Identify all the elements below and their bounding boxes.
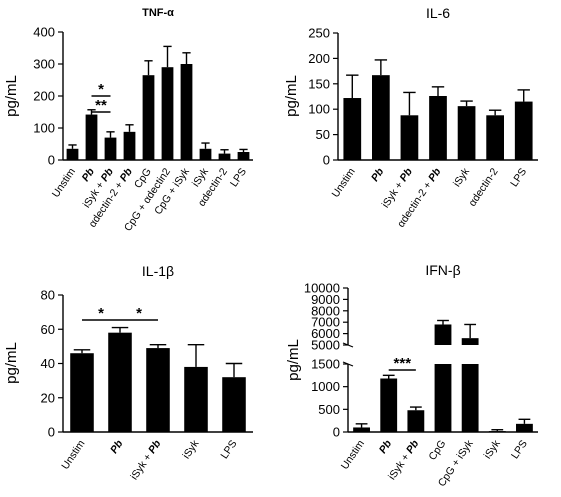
y-axis-label: pg/mL — [285, 339, 302, 381]
y-tick-label: 250 — [308, 26, 330, 41]
y-tick-label: 20 — [41, 390, 55, 405]
y-tick-label: 80 — [41, 288, 55, 303]
y-tick-label: 10000 — [304, 281, 340, 296]
category-label: CpG — [426, 438, 448, 463]
category-label: LPS — [218, 438, 239, 461]
chart-title: IL-1β — [142, 263, 174, 279]
chart-title: IL-6 — [426, 5, 450, 21]
bar — [372, 75, 390, 160]
bar — [343, 98, 362, 160]
bar — [237, 152, 250, 160]
bar — [461, 338, 479, 345]
y-tick-label: 0 — [333, 425, 340, 440]
bar — [353, 427, 370, 432]
bar — [516, 423, 533, 432]
significance-label: ** — [95, 97, 107, 114]
chart-title: TNF-α — [142, 7, 174, 19]
y-tick-label: 8000 — [311, 303, 340, 318]
bar — [104, 137, 117, 160]
bar — [222, 377, 246, 432]
y-tick-label: 5000 — [311, 338, 340, 353]
bar — [488, 431, 506, 433]
bar — [108, 332, 132, 432]
bar — [199, 148, 212, 160]
significance-label: *** — [394, 355, 412, 372]
category-label: Pb — [377, 437, 395, 455]
bar — [434, 364, 452, 432]
y-tick-label: 400 — [33, 25, 55, 40]
y-tick-label: 100 — [308, 102, 330, 117]
bar — [514, 101, 533, 160]
y-tick-label: 40 — [41, 356, 55, 371]
y-tick-label: 0 — [48, 153, 55, 168]
category-label: Pb — [108, 437, 126, 455]
y-axis-label: pg/mL — [3, 342, 20, 384]
chart-panel: IFN-β pg/mL 0 500 1000 1500 500060007000800090… — [285, 262, 538, 489]
bar — [180, 64, 193, 160]
y-tick-label: 6000 — [311, 326, 340, 341]
bar — [380, 378, 398, 432]
category-label: Pb — [369, 165, 387, 183]
y-axis-label: pg/mL — [283, 75, 300, 117]
y-tick-label: 200 — [308, 51, 330, 66]
category-label: Unstim — [50, 166, 78, 200]
y-tick-label: 7000 — [311, 315, 340, 330]
bar — [457, 106, 476, 160]
category-label: αdectin-2 — [466, 166, 500, 209]
bar — [218, 153, 231, 160]
y-tick-label: 500 — [318, 402, 340, 417]
y-tick-label: 150 — [308, 76, 330, 91]
category-label: iSyk — [180, 437, 201, 461]
y-tick-label: 0 — [48, 425, 55, 440]
bar — [184, 366, 208, 432]
bar — [461, 364, 479, 432]
y-tick-label: 300 — [33, 57, 55, 72]
category-label: iSyk — [451, 165, 472, 189]
bar — [434, 324, 452, 345]
y-tick-label: 100 — [33, 121, 55, 136]
y-tick-label: 60 — [41, 322, 55, 337]
bar — [161, 67, 174, 160]
significance-label: * — [98, 305, 104, 322]
chart-title: IFN-β — [425, 262, 460, 278]
bar — [486, 115, 504, 160]
category-label: iSyk + Pb — [128, 437, 164, 482]
category-label: Pb — [80, 165, 98, 183]
bar — [429, 95, 447, 160]
category-label: iSyk — [482, 437, 503, 461]
category-label: Unstim — [339, 438, 367, 472]
category-label: LPS — [508, 166, 529, 189]
bar — [70, 353, 94, 432]
bar — [400, 115, 419, 160]
y-tick-label: 1000 — [311, 379, 340, 394]
bar — [66, 148, 79, 160]
bar — [142, 75, 155, 160]
bar — [123, 131, 136, 160]
category-label: LPS — [228, 166, 249, 189]
y-tick-label: 50 — [316, 127, 330, 142]
significance-label: * — [98, 81, 104, 98]
y-tick-label: 0 — [323, 153, 330, 168]
y-tick-label: 9000 — [311, 292, 340, 307]
bar — [85, 114, 98, 160]
category-label: Unstim — [330, 166, 358, 200]
bar — [146, 348, 170, 432]
category-label: Unstim — [59, 438, 87, 472]
category-label: LPS — [509, 438, 530, 461]
significance-label: * — [136, 305, 142, 322]
y-axis-label: pg/mL — [3, 75, 20, 117]
y-tick-label: 200 — [33, 89, 55, 104]
bar — [407, 410, 425, 432]
y-tick-label: 1500 — [311, 357, 340, 372]
